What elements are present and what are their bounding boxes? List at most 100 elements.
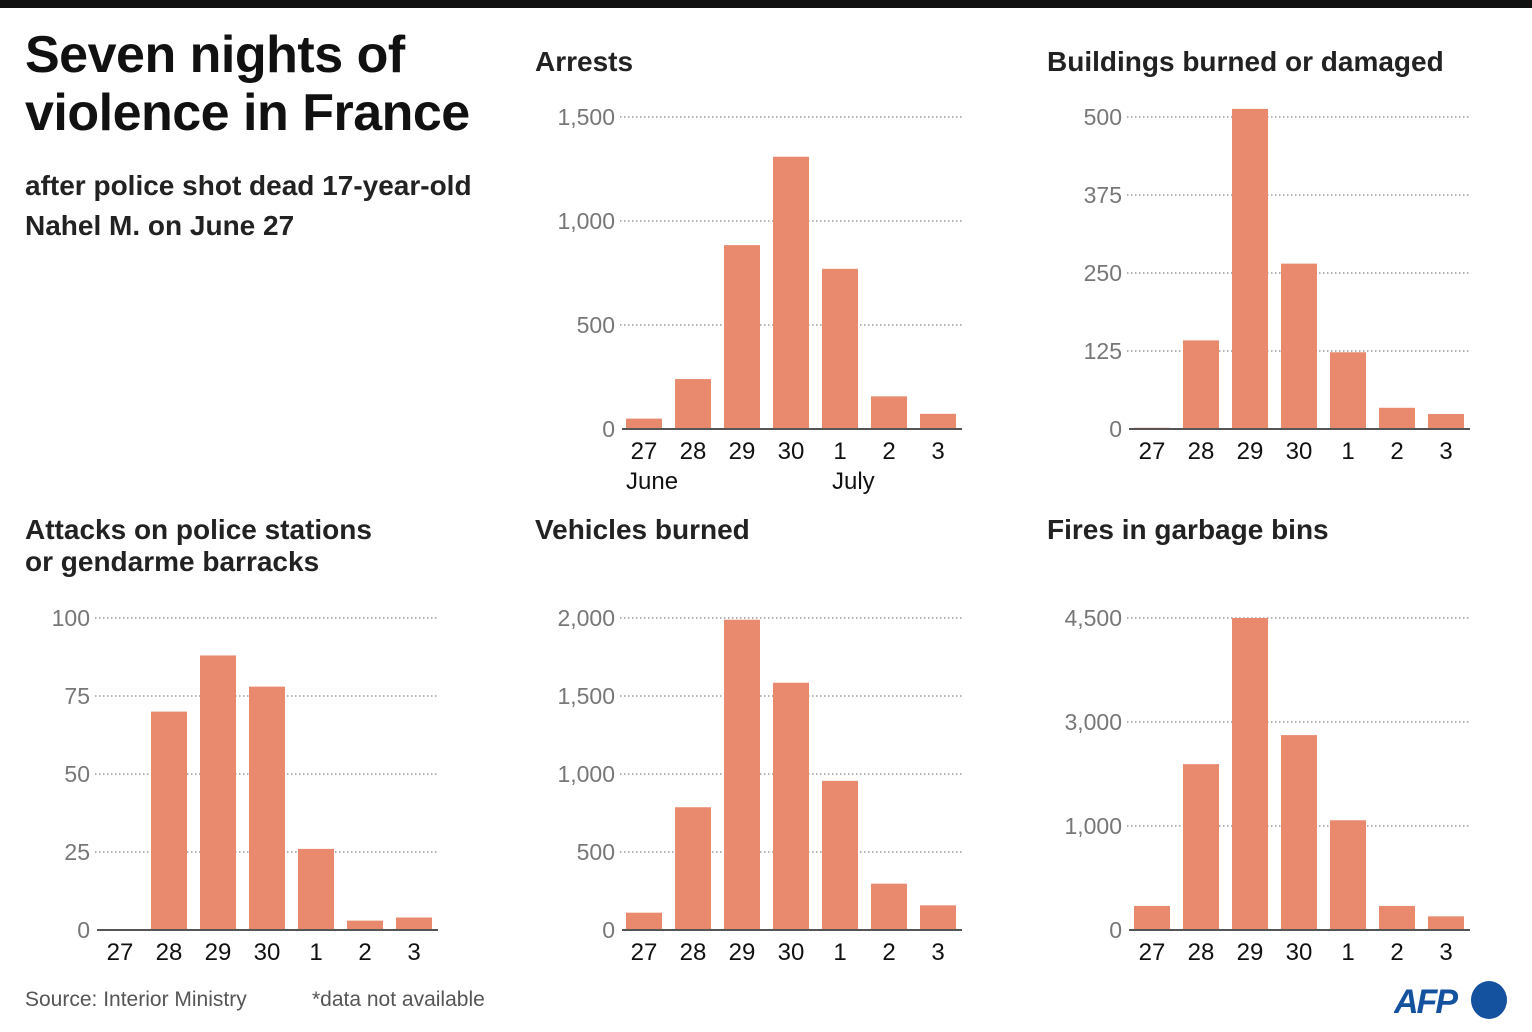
x-tick-label: 1 [833, 438, 846, 465]
x-tick-label: 28 [1188, 438, 1215, 465]
chart-title-vehicles: Vehicles burned [535, 514, 750, 545]
bar-29 [200, 655, 236, 930]
y-tick-label: 1,500 [557, 683, 615, 709]
bar-27 [626, 418, 662, 429]
y-tick-label: 0 [1109, 416, 1122, 442]
chart-title-fires: Fires in garbage bins [1047, 514, 1329, 545]
x-tick-label: 1 [309, 939, 322, 966]
x-tick-label: 28 [1188, 939, 1215, 966]
bar-29 [724, 245, 760, 429]
y-tick-label: 375 [1084, 182, 1122, 208]
bar-3 [920, 413, 956, 429]
bar-2 [1379, 407, 1415, 429]
x-tick-label: 27 [631, 438, 658, 465]
x-tick-label: 29 [729, 438, 756, 465]
x-tick-label: 27 [1139, 438, 1166, 465]
bar-28 [675, 379, 711, 429]
bar-30 [773, 156, 809, 429]
chart-title-attacks: Attacks on police stations or gendarme b… [25, 514, 372, 577]
bar-27 [1134, 905, 1170, 930]
bar-2 [347, 920, 383, 930]
bar-2 [1379, 905, 1415, 930]
chart-title-arrests: Arrests [535, 46, 634, 77]
svg-text:AFP: AFP [1394, 983, 1458, 1020]
bar-28 [675, 807, 711, 930]
y-tick-label: 0 [77, 917, 90, 943]
bar-27 [626, 912, 662, 930]
x-tick-label: 29 [1237, 939, 1264, 966]
bar-28 [1183, 340, 1219, 429]
y-tick-label: 500 [577, 839, 615, 865]
bar-29 [1232, 108, 1268, 429]
x-tick-label: 2 [1390, 438, 1403, 465]
y-tick-label: 1,000 [1064, 813, 1122, 839]
x-tick-label: 2 [882, 438, 895, 465]
x-tick-label: 28 [680, 939, 707, 966]
bar-29 [1232, 618, 1268, 930]
x-tick-label: 1 [833, 939, 846, 966]
afp-logo: AFP [1394, 981, 1507, 1020]
x-tick-label: 30 [1286, 939, 1313, 966]
footnote: *data not available [312, 988, 485, 1011]
x-tick-label: 3 [931, 939, 944, 966]
bar-28 [1183, 764, 1219, 930]
x-tick-label: 27 [107, 939, 134, 966]
chart-title-buildings: Buildings burned or damaged [1047, 46, 1444, 77]
x-tick-label: 3 [1439, 438, 1452, 465]
bar-29 [724, 619, 760, 930]
page-title: Seven nights of violence in France [25, 26, 470, 142]
bar-1 [1330, 820, 1366, 930]
y-tick-label: 0 [1109, 917, 1122, 943]
bar-1 [822, 780, 858, 930]
y-tick-label: 1,500 [557, 104, 615, 130]
month-label-june: June [626, 468, 678, 495]
y-tick-label: 100 [52, 605, 90, 631]
month-label-july: July [832, 468, 875, 495]
bar-3 [1428, 916, 1464, 930]
bar-28 [151, 711, 187, 930]
top-rule [0, 0, 1532, 8]
y-tick-label: 0 [602, 917, 615, 943]
x-tick-label: 3 [931, 438, 944, 465]
y-tick-label: 3,000 [1064, 709, 1122, 735]
y-tick-label: 0 [602, 416, 615, 442]
x-tick-label: 28 [156, 939, 183, 966]
y-tick-label: 2,000 [557, 605, 615, 631]
x-tick-label: 1 [1341, 939, 1354, 966]
x-tick-label: 2 [1390, 939, 1403, 966]
x-tick-label: 29 [1237, 438, 1264, 465]
bar-1 [298, 848, 334, 930]
x-tick-label: 30 [778, 939, 805, 966]
x-tick-label: 28 [680, 438, 707, 465]
x-tick-label: 30 [1286, 438, 1313, 465]
y-tick-label: 1,000 [557, 208, 615, 234]
x-tick-label: 3 [1439, 939, 1452, 966]
bar-3 [396, 917, 432, 930]
bar-30 [1281, 263, 1317, 429]
bar-3 [920, 905, 956, 930]
bar-2 [871, 396, 907, 429]
y-tick-label: 75 [64, 683, 90, 709]
y-tick-label: 125 [1084, 338, 1122, 364]
x-tick-label: 29 [205, 939, 232, 966]
y-tick-label: 1,000 [557, 761, 615, 787]
bar-1 [1330, 352, 1366, 429]
x-tick-label: 30 [254, 939, 281, 966]
y-tick-label: 250 [1084, 260, 1122, 286]
y-tick-label: 50 [64, 761, 90, 787]
bar-30 [249, 686, 285, 930]
bar-30 [1281, 735, 1317, 930]
x-tick-label: 30 [778, 438, 805, 465]
bar-1 [822, 268, 858, 429]
y-tick-label: 4,500 [1064, 605, 1122, 631]
y-tick-label: 500 [1084, 104, 1122, 130]
bar-2 [871, 883, 907, 930]
source-note: Source: Interior Ministry [25, 988, 247, 1011]
x-tick-label: 27 [631, 939, 658, 966]
x-tick-label: 27 [1139, 939, 1166, 966]
x-tick-label: 3 [407, 939, 420, 966]
y-tick-label: 25 [64, 839, 90, 865]
x-tick-label: 1 [1341, 438, 1354, 465]
y-tick-label: 500 [577, 312, 615, 338]
